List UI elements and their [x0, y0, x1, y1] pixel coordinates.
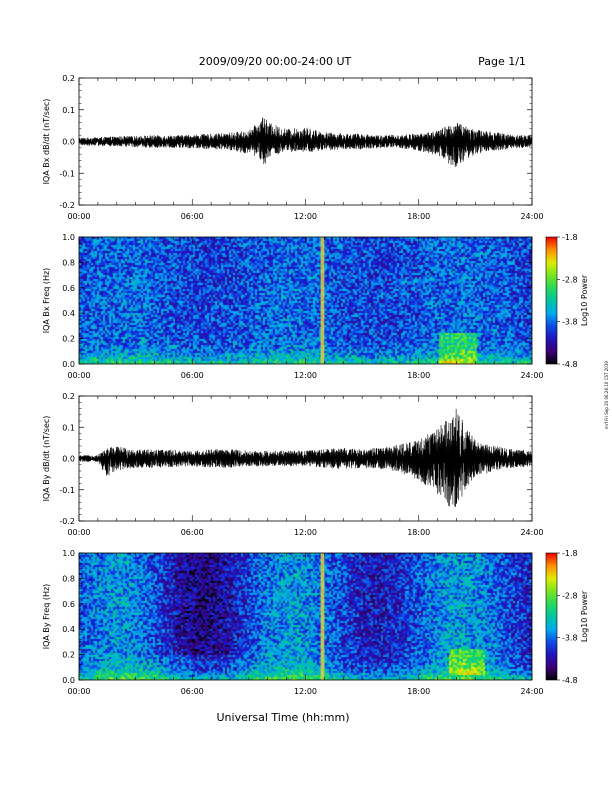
x-tick-label: 24:00 [520, 687, 543, 696]
y-tick-label: 0.4 [62, 625, 75, 634]
colorbar [545, 552, 558, 681]
y-tick-label: -0.2 [59, 201, 75, 210]
y-tick-label: 0.2 [62, 651, 75, 660]
panel-4: -1.8 -2.8 -3.8 -4.8 Log10 Power 1.0 0.8 0.6 0.4 0… [42, 549, 589, 696]
signal-trace [78, 117, 533, 168]
x-tick-label: 06:00 [181, 687, 204, 696]
data-gap-stripe [320, 553, 325, 680]
colorbar-tick-label: -4.8 [562, 360, 578, 369]
y-axis-title: IQA By Freq (Hz) [42, 584, 51, 650]
x-tick-label: 00:00 [67, 528, 90, 537]
colorbar [545, 236, 558, 365]
y-tick-label: 0.4 [62, 309, 75, 318]
panel-1: 0.2 0.1 0.0 -0.1 -0.2 00:00 06:00 12:00 18:00 24:… [42, 74, 544, 221]
colorbar-label: Log10 Power [580, 590, 589, 642]
x-tick-label: 12:00 [294, 687, 317, 696]
header-title: 2009/09/20 00:00-24:00 UT [199, 55, 352, 68]
x-tick-label: 18:00 [407, 212, 430, 221]
x-tick-label: 00:00 [67, 212, 90, 221]
x-tick-label: 24:00 [520, 371, 543, 380]
x-tick-label: 24:00 [520, 212, 543, 221]
x-tick-label: 00:00 [67, 687, 90, 696]
colorbar-tick-label: -2.8 [562, 591, 578, 600]
spectrogram-image [79, 237, 532, 364]
y-tick-label: 0.0 [62, 360, 75, 369]
y-tick-label: 0.8 [62, 258, 75, 267]
x-tick-label: 18:00 [407, 371, 430, 380]
side-note: mrf Fri Sep 20 06:26:10 CST 2019 [604, 361, 609, 429]
spectrogram-image [79, 553, 532, 680]
data-gap-stripe [320, 237, 325, 364]
colorbar-tick-label: -4.8 [562, 676, 578, 685]
y-tick-label: 0.8 [62, 574, 75, 583]
page-indicator: Page 1/1 [478, 55, 526, 68]
x-tick-label: 06:00 [181, 371, 204, 380]
y-tick-label: 0.2 [62, 392, 75, 401]
x-tick-label: 06:00 [181, 212, 204, 221]
x-tick-label: 18:00 [407, 687, 430, 696]
x-tick-label: 12:00 [294, 212, 317, 221]
x-tick-label: 12:00 [294, 371, 317, 380]
x-tick-label: 18:00 [407, 528, 430, 537]
y-tick-label: 0.2 [62, 335, 75, 344]
panels: 0.2 0.1 0.0 -0.1 -0.2 00:00 06:00 12:00 18:00 24:… [42, 74, 589, 696]
x-tick-label: 06:00 [181, 528, 204, 537]
colorbar-tick-label: -3.8 [562, 634, 578, 643]
x-axis-title: Universal Time (hh:mm) [217, 711, 350, 724]
x-tick-label: 24:00 [520, 528, 543, 537]
y-tick-label: -0.1 [59, 486, 75, 495]
y-axis-title: IQA By dB/dt (nT/sec) [42, 416, 51, 502]
y-tick-label: 0.1 [62, 106, 75, 115]
y-tick-label: -0.1 [59, 169, 75, 178]
y-tick-label: 0.2 [62, 74, 75, 83]
y-tick-label: -0.2 [59, 517, 75, 526]
y-tick-label: 0.0 [62, 138, 75, 147]
x-tick-label: 12:00 [294, 528, 317, 537]
panel-2: -1.8 -2.8 -3.8 -4.8 Log10 Power 1.0 0.8 0.6 0.4 0… [42, 233, 589, 380]
colorbar-tick-label: -2.8 [562, 275, 578, 284]
panel-3: 0.2 0.1 0.0 -0.1 -0.2 00:00 06:00 12:00 18:00 24:… [42, 392, 544, 537]
colorbar-label: Log10 Power [580, 274, 589, 326]
colorbar-tick-label: -1.8 [562, 233, 578, 242]
colorbar-tick-label: -3.8 [562, 318, 578, 327]
signal-trace [78, 408, 533, 508]
y-tick-label: 1.0 [62, 233, 75, 242]
y-tick-label: 0.0 [62, 455, 75, 464]
colorbar-tick-label: -1.8 [562, 549, 578, 558]
y-axis-title: IQA Bx Freq (Hz) [42, 268, 51, 334]
y-tick-label: 0.6 [62, 600, 75, 609]
y-axis-title: IQA Bx dB/dt (nT/sec) [42, 99, 51, 185]
y-tick-label: 0.6 [62, 284, 75, 293]
y-tick-label: 1.0 [62, 549, 75, 558]
y-tick-label: 0.1 [62, 423, 75, 432]
x-tick-label: 00:00 [67, 371, 90, 380]
y-tick-label: 0.0 [62, 676, 75, 685]
